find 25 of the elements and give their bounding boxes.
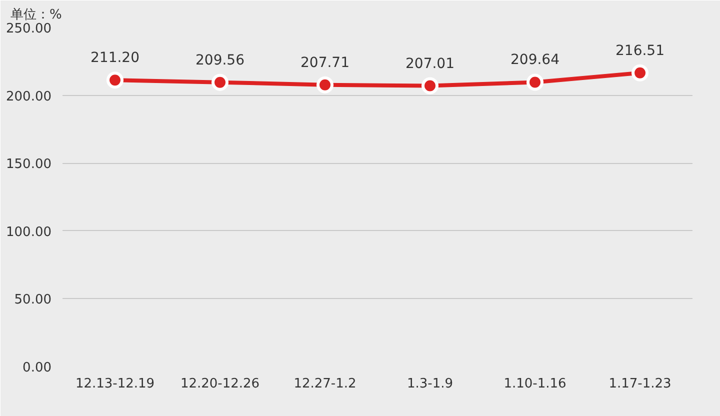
y-tick-label: 150.00 [6, 157, 52, 172]
data-label: 216.51 [616, 42, 665, 59]
point [422, 77, 438, 94]
data-label: 207.71 [300, 54, 350, 71]
data-label: 207.01 [406, 56, 455, 72]
y-tick-label: 100.00 [6, 224, 52, 240]
point [632, 64, 648, 82]
x-tick-label: 1.17-1.23 [608, 376, 672, 392]
point [526, 74, 544, 91]
x-tick-label: 12.13-12.19 [75, 376, 155, 392]
y-axis-title: 单位：% [10, 8, 62, 22]
point [212, 74, 228, 91]
x-tick-label: 12.20-12.26 [180, 376, 260, 392]
y-tick-label: 0.00 [22, 360, 52, 376]
y-tick-label: 250.00 [6, 22, 52, 36]
y-tick-label: 50.00 [14, 292, 52, 308]
data-label: 209.56 [196, 52, 245, 68]
x-tick-label: 1.10-1.16 [504, 376, 566, 392]
point [316, 76, 334, 94]
x-tick-label: 12.27-1.2 [294, 376, 356, 392]
point [106, 72, 124, 89]
y-tick-label: 200.00 [6, 89, 52, 104]
x-tick-label: 1.3-1.9 [406, 376, 454, 392]
data-label: 211.20 [90, 50, 140, 66]
data-label: 209.64 [510, 52, 560, 68]
